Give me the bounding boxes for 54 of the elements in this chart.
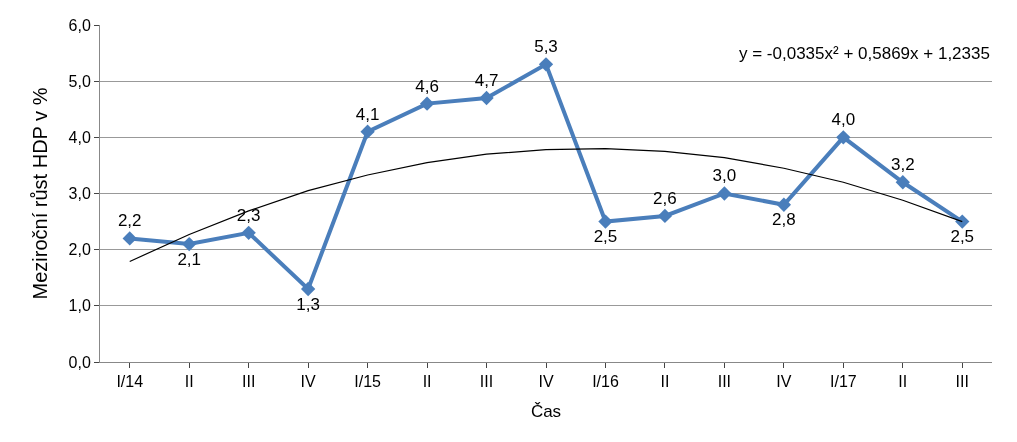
y-tick-label: 1,0: [68, 297, 91, 315]
data-label: 2,8: [772, 210, 796, 230]
x-tick-label: I/16: [592, 373, 619, 391]
x-tick-label: III: [479, 373, 494, 391]
data-label: 4,0: [831, 110, 856, 130]
y-tick-label: 6,0: [68, 16, 91, 34]
data-label: 5,3: [534, 37, 558, 57]
point: [122, 231, 137, 246]
point: [419, 96, 435, 111]
point: [360, 124, 375, 139]
x-tick-label: I/15: [354, 373, 382, 391]
x-tick-label: II: [898, 373, 908, 391]
point: [182, 236, 197, 252]
x-tick-label: IV: [300, 373, 317, 391]
x-tick-label: II: [422, 373, 432, 391]
x-tick-label: IV: [538, 373, 554, 391]
point: [598, 214, 613, 229]
point: [776, 197, 792, 212]
y-axis-title: Meziroční růst HDP v %: [29, 87, 52, 300]
data-label: 4,1: [355, 104, 380, 124]
data-label: 2,1: [177, 249, 202, 269]
data-label: 2,5: [593, 227, 618, 247]
point: [538, 57, 554, 72]
x-tick-label: III: [955, 373, 969, 391]
annotation: y = -0,0335x² + 0,5869x + 1,2335: [739, 44, 990, 63]
y-tick-label: 4,0: [68, 128, 91, 146]
data-label: 4,6: [415, 76, 439, 96]
data-label: 2,3: [236, 205, 261, 225]
data-label: 1,3: [296, 294, 320, 314]
data-label: 3,0: [712, 166, 737, 186]
x-tick-label: III: [717, 373, 732, 391]
data-label: 2,5: [950, 227, 975, 247]
x-tick-label: IV: [776, 373, 792, 391]
x-tick-label: III: [242, 373, 256, 391]
point: [300, 281, 316, 297]
x-tick-label: II: [660, 373, 670, 391]
point: [479, 90, 494, 106]
y-tick-label: 3,0: [68, 185, 91, 203]
point: [241, 225, 256, 240]
x-axis-title: Čas: [530, 401, 562, 421]
y-tick-label: 2,0: [68, 241, 91, 259]
y-tick-label: 5,0: [68, 72, 91, 90]
point: [836, 130, 851, 145]
data-label: 4,7: [474, 70, 499, 90]
data-label: 2,6: [653, 188, 677, 208]
data-label: 3,2: [890, 155, 915, 175]
x-tick-label: I/17: [829, 373, 857, 391]
point: [717, 186, 732, 201]
x-tick-label: I/14: [116, 373, 144, 391]
point: [895, 175, 910, 190]
point: [657, 208, 673, 224]
data-label: 2,2: [117, 211, 142, 231]
x-tick-label: II: [184, 373, 194, 391]
y-tick-label: 0,0: [68, 353, 91, 371]
